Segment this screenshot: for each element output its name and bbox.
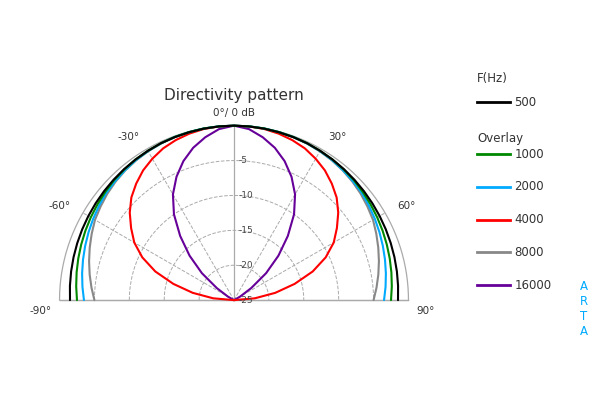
Text: 60°: 60°	[397, 201, 415, 211]
Text: -30°: -30°	[118, 132, 140, 142]
Text: Overlay: Overlay	[477, 132, 523, 145]
Text: -15: -15	[239, 226, 254, 235]
Text: -25: -25	[239, 296, 254, 305]
Text: 0°/ 0 dB: 0°/ 0 dB	[213, 108, 255, 118]
Text: -10: -10	[239, 191, 254, 200]
Text: -90°: -90°	[29, 306, 52, 316]
Text: -20: -20	[239, 261, 254, 270]
Text: 1000: 1000	[514, 148, 544, 160]
Text: 16000: 16000	[514, 279, 551, 292]
Text: 4000: 4000	[514, 213, 544, 226]
Text: 2000: 2000	[514, 180, 544, 193]
Text: Directivity pattern: Directivity pattern	[164, 88, 304, 103]
Text: A
R
T
A: A R T A	[580, 280, 588, 338]
Text: 30°: 30°	[328, 132, 347, 142]
Text: 500: 500	[514, 96, 536, 108]
Text: 90°: 90°	[416, 306, 435, 316]
Text: 8000: 8000	[514, 246, 544, 259]
Text: -60°: -60°	[49, 201, 71, 211]
Text: F(Hz): F(Hz)	[477, 72, 508, 85]
Text: -5: -5	[239, 156, 248, 165]
